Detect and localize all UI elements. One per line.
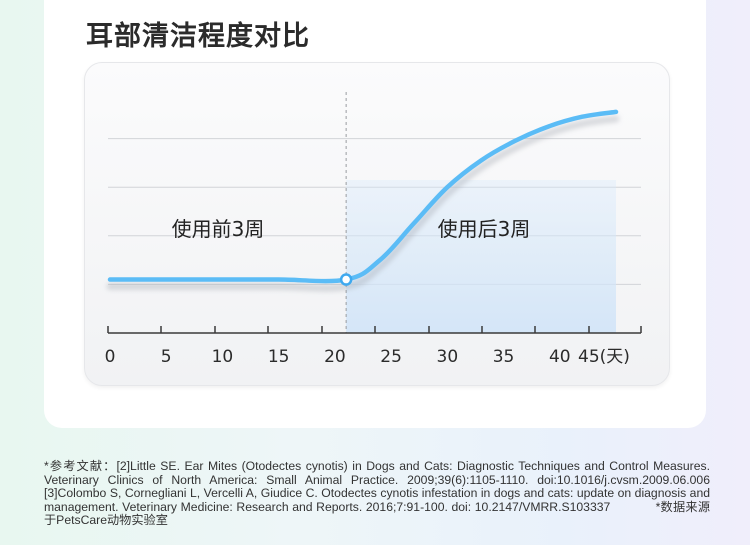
split-point-marker [339, 273, 353, 286]
data-source-text: *数据来源于PetsCare动物实验室 [44, 499, 711, 528]
annotation-1: 使用后3周 [438, 217, 531, 241]
page-title: 耳部清洁程度对比 [86, 21, 310, 52]
x-tick-label-5: 5 [161, 347, 172, 367]
x-tick-label-40: 40 [549, 347, 571, 367]
x-tick-label-0: 0 [105, 347, 116, 367]
footnote: *参考文献：[2]Little SE. Ear Mites (Otodectes… [44, 459, 711, 528]
x-tick-label-35: 35 [493, 347, 515, 367]
x-tick-label-20: 20 [324, 347, 346, 367]
annotation-0: 使用前3周 [172, 217, 265, 241]
series-line-shadow [106, 115, 620, 292]
x-tick-label-10: 10 [212, 347, 234, 367]
x-tick-label-25: 25 [380, 347, 402, 367]
x-tick-label-15: 15 [268, 347, 290, 367]
x-tick-label-30: 30 [437, 347, 459, 367]
series-line [107, 109, 619, 284]
references-text: *参考文献：[2]Little SE. Ear Mites (Otodectes… [44, 459, 710, 514]
x-tick-label-45: 45(天) [578, 347, 630, 367]
